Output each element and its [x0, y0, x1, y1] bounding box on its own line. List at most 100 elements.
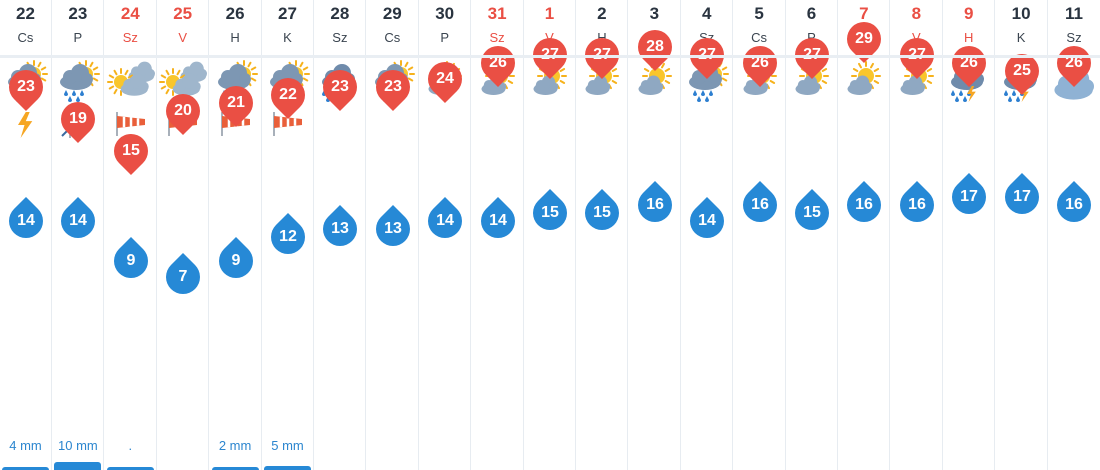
day-date: 5 — [754, 4, 764, 23]
min-temp-value: 16 — [855, 196, 874, 213]
windsock-icon — [268, 108, 308, 142]
day-date: 8 — [911, 4, 922, 23]
day-column[interactable]: 23 P 19 14 10 mm — [52, 0, 105, 470]
day-column[interactable]: 25 V 20 7 — [157, 0, 210, 470]
min-temp-drop: 16 — [892, 180, 941, 230]
day-of-week: H — [963, 30, 974, 45]
min-temp-value: 13 — [383, 220, 402, 237]
day-column[interactable]: 10 K 25 17 — [996, 0, 1048, 470]
min-temp-drop: 13 — [316, 204, 365, 254]
day-column[interactable]: 2H 2715 — [576, 0, 629, 470]
day-column[interactable]: 5 Cs 26 16 — [734, 0, 786, 470]
min-temp-value: 15 — [541, 204, 559, 221]
max-temp-value: 23 — [331, 78, 350, 95]
max-temp-value: 22 — [279, 86, 297, 103]
day-of-week: Sz — [332, 30, 348, 45]
day-column[interactable]: 24 Sz 15 9. — [105, 0, 157, 470]
max-temp-value: 28 — [645, 38, 664, 55]
day-date: 11 — [1065, 4, 1083, 23]
max-temp-pin: 21 — [211, 78, 260, 128]
day-date: 4 — [701, 4, 712, 23]
min-temp-drop: 15 — [578, 188, 627, 238]
day-column[interactable]: 22 Cs 23 14 4 mm — [0, 0, 52, 470]
sunny-cloud-icon — [840, 60, 888, 106]
max-temp-value: 26 — [1065, 54, 1083, 71]
max-temp-value: 26 — [960, 54, 979, 71]
min-temp-value: 14 — [436, 212, 455, 229]
day-column[interactable]: 27 K 22 12 5 mm — [262, 0, 314, 470]
day-date: 28 — [330, 4, 350, 23]
min-temp-drop: 12 — [263, 212, 313, 262]
day-column[interactable]: 11 Sz 26 16 — [1048, 0, 1100, 470]
day-date: 9 — [963, 4, 974, 23]
precipitation-amount: 10 mm — [58, 438, 98, 453]
max-temp-pin: 26 — [735, 38, 784, 88]
max-temp-value: 19 — [69, 110, 88, 127]
day-date: 2 — [597, 4, 607, 23]
day-date: 25 — [173, 4, 193, 23]
partly-cloudy-icon — [159, 60, 208, 106]
day-date: 29 — [382, 4, 402, 23]
min-temp-value: 16 — [907, 196, 926, 213]
day-column[interactable]: 29 Cs 23 13 — [367, 0, 419, 470]
day-of-week: K — [283, 30, 292, 45]
max-temp-value: 21 — [226, 94, 245, 111]
day-date: 10 — [1011, 4, 1031, 23]
precipitation-amount: . — [128, 438, 133, 453]
day-date: 27 — [278, 4, 297, 23]
thunderstorm-icon — [54, 60, 102, 106]
day-of-week: Sz — [489, 30, 505, 45]
day-column[interactable]: 31 Sz 26 14 — [472, 0, 524, 470]
min-temp-value: 9 — [126, 252, 136, 269]
day-of-week: Cs — [384, 30, 401, 45]
min-temp-drop: 14 — [473, 196, 522, 246]
max-temp-value: 23 — [383, 78, 402, 95]
day-column[interactable]: 9 H 26 17 — [943, 0, 996, 470]
min-temp-drop: 13 — [368, 204, 417, 254]
min-temp-value: 17 — [1012, 188, 1031, 205]
lightning-icon — [6, 108, 46, 142]
day-of-week: V — [178, 30, 188, 45]
precipitation-amount: 2 mm — [218, 438, 252, 453]
precipitation-bar — [54, 462, 102, 470]
min-temp-value: 9 — [231, 252, 241, 269]
min-temp-value: 14 — [488, 212, 507, 229]
min-temp-drop: 16 — [1049, 180, 1099, 230]
max-temp-value: 26 — [488, 54, 507, 71]
header-divider — [0, 55, 1100, 58]
day-date: 31 — [487, 4, 507, 23]
day-column[interactable]: 26 H 21 9 2 mm — [210, 0, 262, 470]
max-temp-value: 23 — [17, 78, 35, 95]
max-temp-pin: 15 — [106, 126, 155, 176]
min-temp-drop: 16 — [840, 180, 889, 230]
day-of-week: Cs — [17, 30, 34, 45]
precipitation-bar — [264, 466, 311, 470]
min-temp-value: 16 — [750, 196, 769, 213]
day-column[interactable]: 8V 2716 — [891, 0, 943, 470]
max-temp-value: 20 — [174, 102, 193, 119]
day-column[interactable]: 4Sz 2714 — [681, 0, 734, 470]
min-temp-value: 16 — [1065, 196, 1083, 213]
min-temp-drop: 17 — [997, 172, 1046, 222]
day-of-week: K — [1016, 30, 1026, 45]
day-date: 30 — [435, 4, 455, 23]
day-column[interactable]: 6P 2715 — [786, 0, 838, 470]
min-temp-drop: 17 — [945, 172, 994, 222]
day-of-week: H — [230, 30, 240, 45]
precipitation-amount: 4 mm — [9, 438, 42, 453]
min-temp-drop: 14 — [683, 196, 732, 246]
day-of-week: Sz — [122, 30, 138, 45]
min-temp-value: 12 — [279, 228, 297, 245]
day-column[interactable]: 30 P 24 14 — [419, 0, 472, 470]
min-temp-value: 14 — [698, 212, 717, 229]
min-temp-value: 15 — [803, 204, 821, 221]
min-temp-value: 13 — [331, 220, 350, 237]
day-column[interactable]: 1V 2715 — [524, 0, 576, 470]
min-temp-drop: 15 — [787, 188, 837, 238]
day-date: 3 — [649, 4, 660, 23]
precipitation-bar — [2, 467, 49, 470]
day-column[interactable]: 28 Sz 23 13 — [314, 0, 367, 470]
